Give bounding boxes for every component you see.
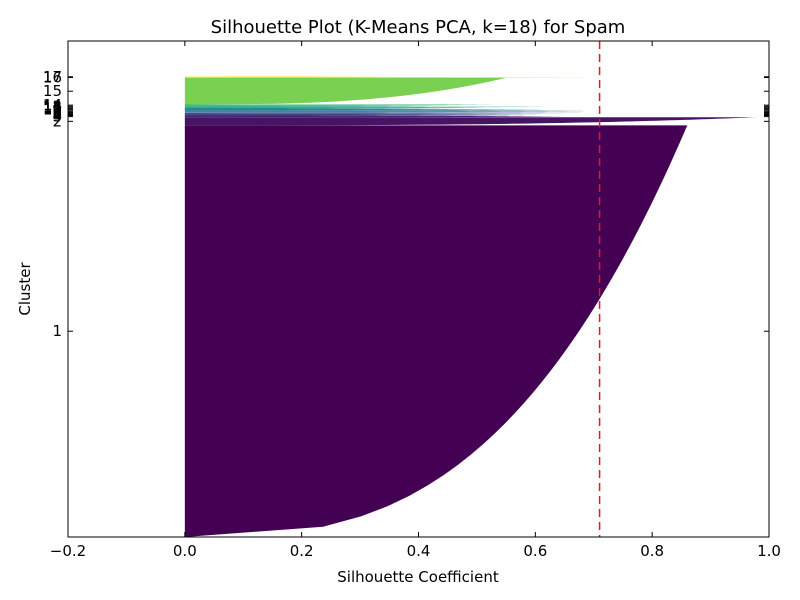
cluster-silhouette-17 [184, 76, 407, 78]
y-tick-label: 10 [43, 101, 62, 119]
y-tick-label: 4 [52, 106, 62, 124]
cluster-silhouette-10 [143, 109, 542, 111]
cluster-silhouette-7 [184, 112, 548, 113]
silhouette-area [184, 111, 588, 113]
x-tick-label: −0.2 [50, 542, 86, 560]
cluster-silhouette-6 [184, 112, 583, 114]
silhouette-area [143, 104, 495, 106]
y-tick-label: 2 [52, 112, 62, 130]
silhouette-area [184, 113, 548, 115]
x-axis-label: Silhouette Coefficient [337, 568, 499, 586]
silhouette-area [184, 125, 688, 538]
silhouette-area [184, 114, 536, 117]
silhouette-area [143, 106, 548, 108]
y-tick-label: 12 [43, 98, 62, 116]
cluster-silhouette-5 [184, 113, 548, 115]
x-tick-label: 1.0 [757, 542, 781, 560]
silhouette-area [184, 116, 565, 118]
y-tick-label: 14 [43, 96, 62, 114]
cluster-silhouette-8 [184, 111, 588, 113]
cluster-silhouette-3 [184, 116, 565, 118]
y-tick-label: 11 [43, 99, 62, 117]
y-tick-label: 13 [43, 97, 62, 115]
y-tick-label: 5 [52, 105, 62, 123]
silhouette-bars [138, 76, 758, 538]
y-axis-label: Cluster [16, 262, 34, 316]
cluster-silhouette-1 [184, 125, 688, 538]
silhouette-area [184, 77, 507, 105]
x-tick-label: 0.0 [173, 542, 197, 560]
cluster-silhouette-15 [184, 77, 507, 105]
cluster-silhouette-2 [184, 117, 758, 126]
y-tick-label: 17 [43, 68, 62, 86]
silhouette-area [184, 77, 606, 78]
cluster-silhouette-4 [184, 114, 536, 117]
y-tick-label: 15 [43, 82, 62, 100]
silhouette-area [138, 105, 466, 107]
silhouette-area [184, 117, 758, 126]
y-tick-label: 16 [43, 68, 62, 86]
chart-title: Silhouette Plot (K-Means PCA, k=18) for … [211, 17, 626, 38]
cluster-silhouette-9 [184, 110, 588, 112]
silhouette-area [184, 110, 588, 112]
y-tick-label: 1 [52, 322, 62, 340]
silhouette-area [184, 112, 583, 114]
silhouette-area [143, 109, 542, 111]
cluster-silhouette-16 [184, 77, 606, 78]
y-tick-label: 6 [52, 104, 62, 122]
silhouette-area [149, 107, 477, 110]
y-tick-label: 7 [52, 104, 62, 122]
y-tick-label: 9 [52, 102, 62, 120]
x-tick-label: 0.4 [407, 542, 431, 560]
cluster-silhouette-11 [149, 107, 477, 110]
y-tick-label: 8 [52, 103, 62, 121]
x-tick-label: 0.2 [290, 542, 314, 560]
silhouette-area [184, 76, 407, 78]
cluster-silhouette-13 [138, 105, 466, 107]
silhouette-area [184, 112, 548, 113]
x-axis-ticks: −0.2 0.0 0.2 0.4 0.6 0.8 1.0 [50, 41, 781, 560]
y-tick-label: 3 [52, 108, 62, 126]
x-tick-label: 0.6 [523, 542, 547, 560]
x-tick-label: 0.8 [640, 542, 664, 560]
cluster-silhouette-14 [143, 104, 495, 106]
cluster-silhouette-12 [143, 106, 548, 108]
